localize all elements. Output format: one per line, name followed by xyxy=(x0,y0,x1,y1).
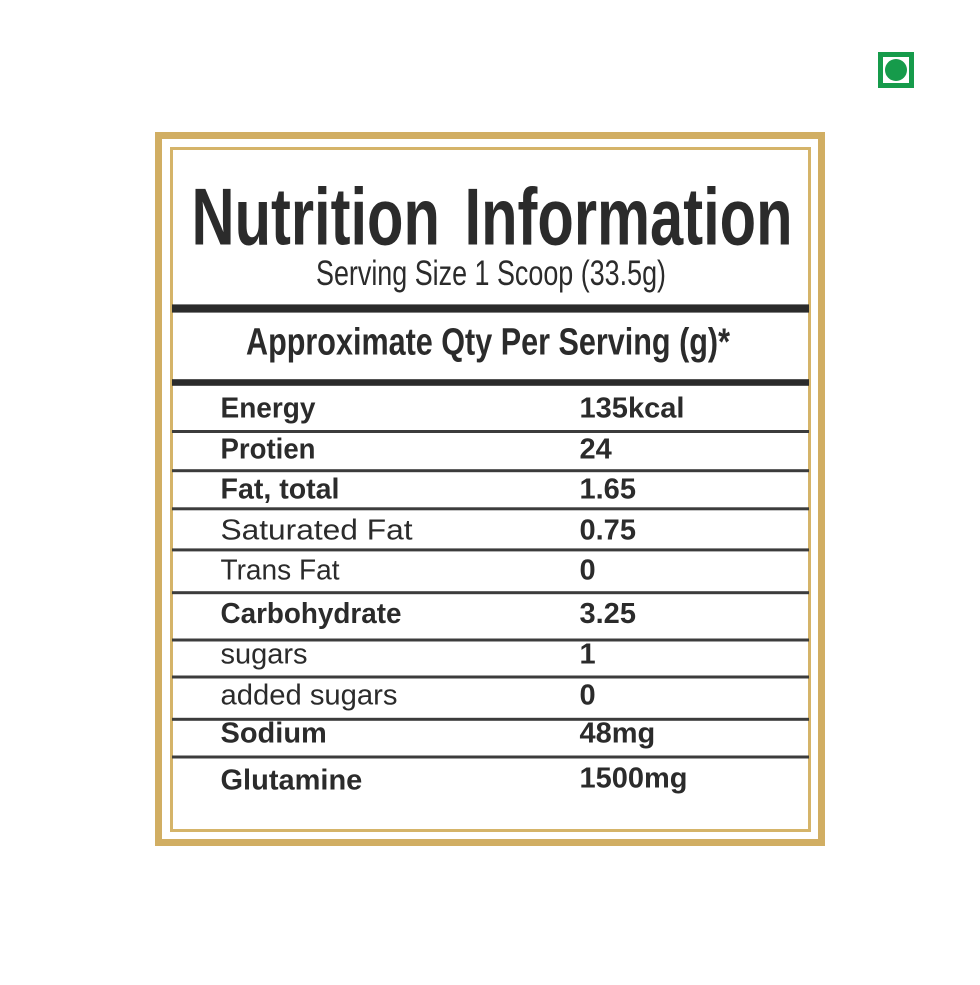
svg-text:sugars: sugars xyxy=(221,639,308,671)
svg-text:Carbohydrate: Carbohydrate xyxy=(221,598,402,630)
svg-text:Trans Fat: Trans Fat xyxy=(221,555,340,587)
svg-text:Nutrition Information: Nutrition Information xyxy=(192,173,793,263)
svg-text:0: 0 xyxy=(580,680,596,712)
svg-text:3.25: 3.25 xyxy=(580,598,636,630)
svg-text:Fat, total: Fat, total xyxy=(221,474,340,506)
svg-text:Approximate Qty Per Serving (g: Approximate Qty Per Serving (g)* xyxy=(246,322,730,364)
svg-text:1: 1 xyxy=(580,639,596,671)
svg-text:0: 0 xyxy=(580,555,596,587)
svg-text:135kcal: 135kcal xyxy=(580,393,685,425)
svg-text:0.75: 0.75 xyxy=(580,515,636,547)
svg-text:Sodium: Sodium xyxy=(221,718,327,750)
svg-text:1500mg: 1500mg xyxy=(580,763,688,795)
svg-text:Saturated Fat: Saturated Fat xyxy=(221,515,413,547)
svg-text:Protien: Protien xyxy=(221,434,316,466)
svg-text:Serving Size 1 Scoop (33.5g): Serving Size 1 Scoop (33.5g) xyxy=(316,254,666,293)
svg-text:Glutamine: Glutamine xyxy=(221,765,363,797)
svg-text:added sugars: added sugars xyxy=(221,680,398,712)
svg-text:48mg: 48mg xyxy=(580,718,656,750)
svg-text:24: 24 xyxy=(580,434,612,466)
svg-text:Energy: Energy xyxy=(221,393,316,425)
svg-text:1.65: 1.65 xyxy=(580,474,636,506)
